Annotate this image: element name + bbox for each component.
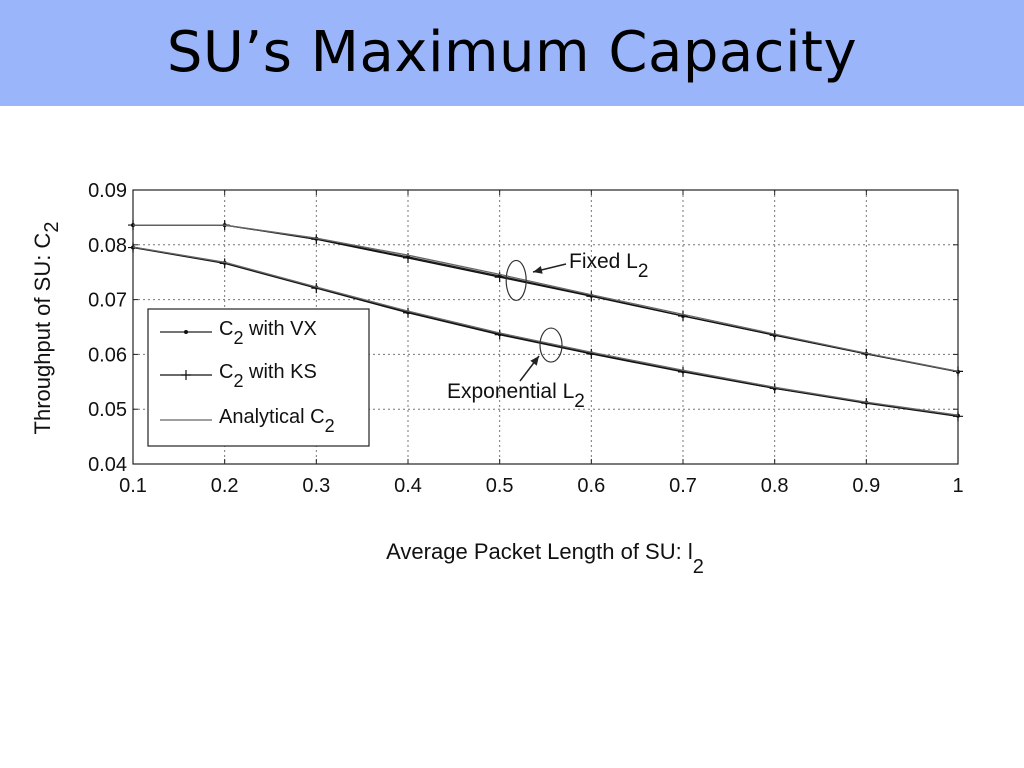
x-tick-label: 0.1 [119,475,147,497]
x-tick-label: 0.5 [486,475,514,497]
legend-marker-dot [184,330,188,334]
data-point-fixed-plus [678,311,688,322]
annotation-label-exponential: Exponential L2 [447,380,585,412]
x-tick-label: 0.6 [577,475,605,497]
y-tick-label: 0.06 [88,344,127,366]
x-tick-label: 0.9 [852,475,880,497]
y-axis-label-subscript: 2 [41,222,63,233]
data-point-exponential-plus [953,411,963,422]
y-tick-label: 0.04 [88,454,127,476]
x-tick-label: 1 [952,475,963,497]
series-line-exponential-1 [132,246,959,417]
x-axis-label-subscript: 2 [693,556,704,578]
annotation-arrow-head-fixed [533,265,543,274]
data-point-fixed-plus [586,291,597,302]
x-tick-label: 0.7 [669,475,697,497]
legend-label-suffix: with VX [243,318,316,340]
y-tick-label: 0.05 [88,399,127,421]
annotation-label-subscript: 2 [638,261,649,282]
plot-frame [132,189,959,465]
data-point-exponential-plus [403,307,413,318]
series-line-exponential-2 [132,246,959,416]
y-tick-label: 0.07 [88,290,127,312]
data-point-exponential-plus [678,366,688,377]
annotation-ellipse-exponential [539,327,563,363]
legend-label-subscript: 2 [233,328,243,348]
series-line-fixed-2 [133,224,959,373]
x-tick-label: 0.8 [761,475,789,497]
title-bar [0,0,1024,106]
annotation-arrow-head-exponential [530,356,539,366]
x-axis-label: Average Packet Length of SU: l2 [386,539,704,578]
legend-label-suffix: with KS [243,361,316,383]
x-tick-label: 0.3 [302,475,330,497]
legend-label-subscript: 2 [325,416,335,436]
annotation-ellipse-fixed [505,259,527,302]
y-tick-label: 0.09 [88,180,127,202]
x-tick-label: 0.2 [211,475,239,497]
annotation-label-subscript: 2 [574,391,585,412]
legend-marker-plus [181,370,191,380]
x-tick-label: 0.4 [394,475,422,497]
legend-label-subscript: 2 [233,371,243,391]
data-point-exponential-plus [494,329,505,340]
y-tick-label: 0.08 [88,235,127,257]
slide-title: SU’s Maximum Capacity [166,20,858,85]
data-point-exponential-plus [586,348,597,359]
y-axis-label: Throughput of SU: C2 [30,222,63,435]
annotation-label-fixed: Fixed L2 [569,250,648,282]
